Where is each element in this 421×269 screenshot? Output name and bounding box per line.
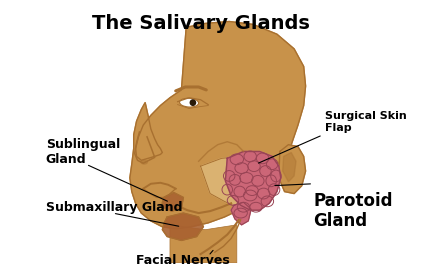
- Polygon shape: [200, 156, 275, 208]
- Ellipse shape: [189, 99, 196, 106]
- Polygon shape: [163, 193, 184, 211]
- Polygon shape: [170, 225, 237, 263]
- Text: Facial Nerves: Facial Nerves: [136, 254, 230, 267]
- Polygon shape: [231, 202, 251, 225]
- Text: Surgical Skin
Flap: Surgical Skin Flap: [325, 111, 406, 133]
- Polygon shape: [225, 151, 281, 210]
- Polygon shape: [279, 145, 306, 193]
- Ellipse shape: [140, 160, 148, 165]
- Polygon shape: [282, 153, 296, 182]
- Ellipse shape: [179, 98, 199, 107]
- Polygon shape: [163, 213, 203, 240]
- Text: Submaxillary Gland: Submaxillary Gland: [46, 201, 182, 214]
- Text: Parotoid
Gland: Parotoid Gland: [313, 192, 393, 230]
- Polygon shape: [130, 22, 306, 229]
- Text: The Salivary Glands: The Salivary Glands: [92, 14, 309, 33]
- Text: Sublingual
Gland: Sublingual Gland: [46, 137, 120, 165]
